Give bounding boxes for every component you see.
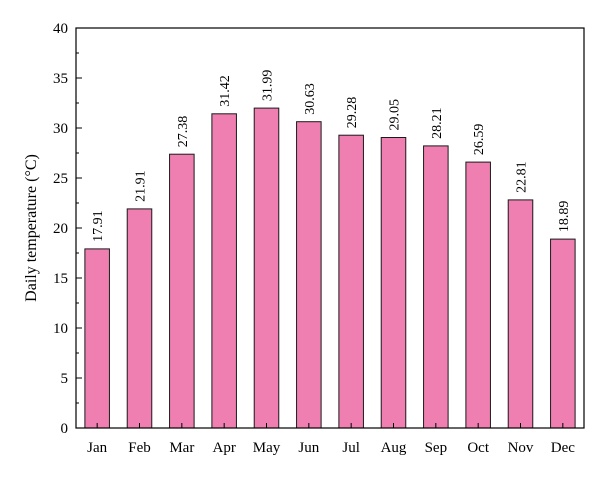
bar-jul xyxy=(338,134,364,429)
value-label-dec: 18.89 xyxy=(557,201,572,233)
y-tick-label-10: 10 xyxy=(53,321,68,337)
bar-mar xyxy=(169,153,195,429)
value-label-aug: 29.05 xyxy=(388,99,403,131)
bar-aug xyxy=(380,137,407,429)
value-label-sep: 28.21 xyxy=(430,107,445,139)
axes-group xyxy=(75,27,585,429)
x-tick-labels-group: Jan Feb Mar Apr May Jun Jul Aug Sep Oct Nov Dec xyxy=(87,440,575,456)
y-tick-label-5: 5 xyxy=(61,371,69,387)
value-label-jul: 29.28 xyxy=(345,97,360,129)
value-labels-group: 17.91 21.91 27.38 31.42 31.99 30.63 29.28 29.05… xyxy=(91,70,572,242)
x-tick-label-dec: Dec xyxy=(551,440,575,456)
x-tick-label-jun: Jun xyxy=(298,440,319,456)
bars-group xyxy=(84,107,576,429)
bar-jun xyxy=(296,121,322,429)
x-tick-label-may: May xyxy=(253,440,281,456)
y-tick-label-40: 40 xyxy=(53,21,68,37)
bar-feb xyxy=(126,208,153,429)
bar-dec xyxy=(550,238,576,429)
x-tick-label-jan: Jan xyxy=(87,440,107,456)
y-tick-label-0: 0 xyxy=(61,421,69,437)
value-label-jan: 17.91 xyxy=(91,210,106,242)
bar-apr xyxy=(211,113,237,429)
y-tick-label-15: 15 xyxy=(53,271,68,287)
y-tick-label-35: 35 xyxy=(53,71,68,87)
value-label-feb: 21.91 xyxy=(134,170,149,202)
y-tick-label-20: 20 xyxy=(53,221,68,237)
y-tick-labels-group: 0 5 10 15 20 25 30 35 40 xyxy=(53,21,68,437)
bar-oct xyxy=(465,161,491,429)
value-label-apr: 31.42 xyxy=(218,75,233,107)
value-label-nov: 22.81 xyxy=(515,161,530,193)
value-label-oct: 26.59 xyxy=(472,124,487,155)
x-tick-label-feb: Feb xyxy=(128,440,151,456)
x-tick-label-sep: Sep xyxy=(425,440,448,456)
bar-nov xyxy=(507,199,534,429)
y-tick-label-30: 30 xyxy=(53,121,68,137)
x-tick-label-oct: Oct xyxy=(467,440,489,456)
value-label-jun: 30.63 xyxy=(303,83,318,115)
y-tick-label-25: 25 xyxy=(53,171,68,187)
y-axis-title: Daily temperature (°C) xyxy=(23,154,40,302)
value-label-mar: 27.38 xyxy=(176,116,191,148)
bar-may xyxy=(253,107,280,429)
x-tick-label-nov: Nov xyxy=(508,440,534,456)
x-tick-label-jul: Jul xyxy=(342,440,360,456)
x-tick-label-aug: Aug xyxy=(381,440,407,456)
bar-jan xyxy=(84,248,110,429)
value-label-may: 31.99 xyxy=(261,70,276,102)
x-tick-label-apr: Apr xyxy=(213,440,236,456)
bar-sep xyxy=(423,145,449,429)
x-tick-label-mar: Mar xyxy=(169,440,194,456)
